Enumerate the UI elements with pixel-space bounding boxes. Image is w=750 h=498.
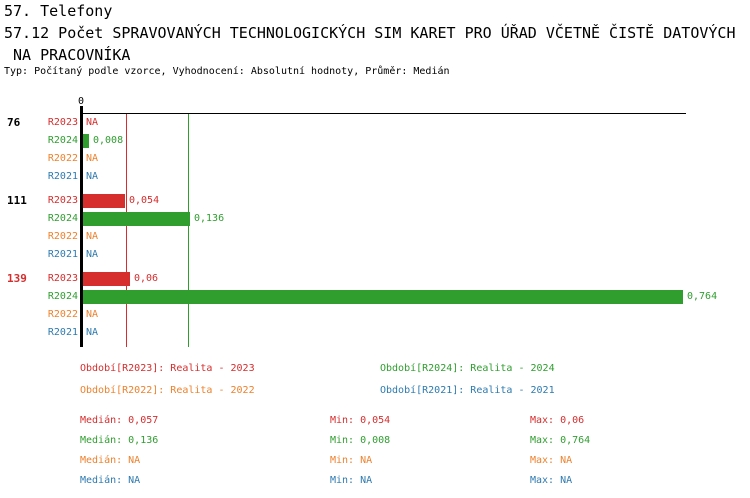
bar-r2024 — [83, 290, 683, 304]
series-row-label: R2023 — [47, 117, 78, 128]
series-row-label: R2024 — [47, 213, 78, 224]
x-axis-zero-tick-label: 0 — [77, 96, 85, 107]
bar-r2023 — [83, 272, 130, 286]
median-line-r2024 — [188, 114, 189, 347]
series-row-label: R2022 — [47, 309, 78, 320]
stat-min-r2022: Min: NA — [330, 455, 373, 466]
legend-item-r2023: Období[R2023]: Realita - 2023 — [80, 363, 255, 374]
bar-r2023 — [83, 194, 125, 208]
bar-r2024 — [83, 212, 190, 226]
stat-min-r2021: Min: NA — [330, 475, 373, 486]
stat-max-r2023: Max: 0,06 — [530, 415, 585, 426]
section-title: 57. Telefony — [4, 2, 113, 20]
series-row-label: R2023 — [47, 273, 78, 284]
series-row-label: R2021 — [47, 249, 78, 260]
series-row-label: R2022 — [47, 153, 78, 164]
bar-value-label: 0,06 — [134, 273, 159, 284]
bar-value-label: 0,008 — [93, 135, 124, 146]
stat-median-r2023: Medián: 0,057 — [80, 415, 159, 426]
bar-r2024 — [83, 134, 89, 148]
series-row-label: R2024 — [47, 291, 78, 302]
y-axis-line — [80, 106, 83, 347]
na-value-label: NA — [86, 153, 99, 164]
stat-median-r2024: Medián: 0,136 — [80, 435, 159, 446]
na-value-label: NA — [86, 327, 99, 338]
group-label: 111 — [7, 194, 27, 207]
series-row-label: R2022 — [47, 231, 78, 242]
indicator-title-line1: 57.12 Počet SPRAVOVANÝCH TECHNOLOGICKÝCH… — [4, 24, 736, 42]
stat-max-r2021: Max: NA — [530, 475, 573, 486]
stat-max-r2022: Max: NA — [530, 455, 573, 466]
indicator-title-line2: NA PRACOVNÍKA — [4, 46, 131, 64]
na-value-label: NA — [86, 117, 99, 128]
stat-median-r2022: Medián: NA — [80, 455, 141, 466]
bar-value-label: 0,764 — [687, 291, 718, 302]
series-row-label: R2024 — [47, 135, 78, 146]
na-value-label: NA — [86, 249, 99, 260]
legend-item-r2022: Období[R2022]: Realita - 2022 — [80, 385, 255, 396]
na-value-label: NA — [86, 309, 99, 320]
group-label: 76 — [7, 116, 21, 129]
legend-item-r2024: Období[R2024]: Realita - 2024 — [380, 363, 555, 374]
stat-median-r2021: Medián: NA — [80, 475, 141, 486]
series-row-label: R2021 — [47, 171, 78, 182]
chart-meta: Typ: Počítaný podle vzorce, Vyhodnocení:… — [4, 66, 450, 77]
group-label: 139 — [7, 272, 27, 285]
na-value-label: NA — [86, 171, 99, 182]
stat-max-r2024: Max: 0,764 — [530, 435, 591, 446]
stat-min-r2024: Min: 0,008 — [330, 435, 391, 446]
legend-item-r2021: Období[R2021]: Realita - 2021 — [380, 385, 555, 396]
stat-min-r2023: Min: 0,054 — [330, 415, 391, 426]
series-row-label: R2021 — [47, 327, 78, 338]
series-row-label: R2023 — [47, 195, 78, 206]
x-axis-line — [81, 113, 686, 114]
bar-value-label: 0,054 — [129, 195, 160, 206]
median-line-r2023 — [126, 114, 127, 347]
bar-value-label: 0,136 — [194, 213, 225, 224]
na-value-label: NA — [86, 231, 99, 242]
